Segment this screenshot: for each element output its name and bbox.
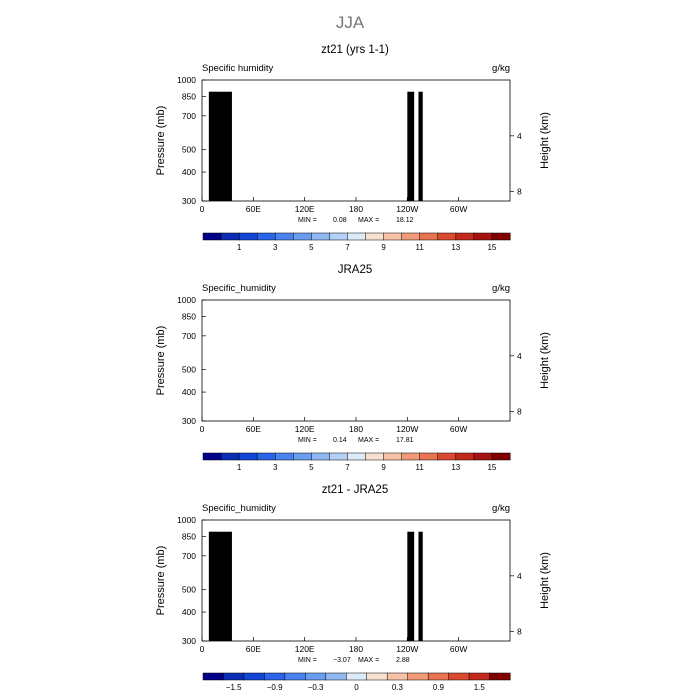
colorbar-label: 7 (345, 243, 350, 252)
colorbar-swatch (437, 232, 457, 241)
colorbar: 1 3 5 7 9 11 13 15 (202, 232, 511, 252)
y-right-axis-label: Height (km) (539, 112, 551, 169)
colorbar-label: 9 (381, 243, 386, 252)
colorbar-swatch (202, 232, 222, 241)
colorbar-label: 13 (451, 243, 460, 252)
max-value: 18.12 (396, 217, 414, 224)
colorbar-swatch (401, 232, 421, 241)
y-tick-label: 1000 (177, 75, 196, 85)
colorbar-label: 1 (237, 243, 242, 252)
subtitle-right: g/kg (492, 283, 510, 294)
x-tick-label: 120E (295, 204, 315, 214)
colorbar-swatch (311, 232, 330, 241)
colorbar-swatch (329, 232, 349, 241)
colorbar-swatch (473, 232, 493, 241)
subtitle-right: g/kg (492, 63, 510, 74)
colorbar-swatch (419, 232, 439, 241)
x-tick-label: 0 (200, 204, 205, 214)
figure-title: JJA (336, 13, 365, 32)
colorbar-label: 11 (416, 243, 425, 252)
colorbar-swatch (293, 232, 312, 241)
panel-title: JRA25 (338, 264, 373, 276)
subtitle-left: Specific_humidity (202, 283, 276, 294)
x-tick-label: 120W (396, 204, 418, 214)
colorbar-swatch (455, 232, 475, 241)
colorbar-swatch (365, 232, 385, 241)
colorbar-label: 15 (487, 243, 496, 252)
y-tick-label: 500 (182, 145, 196, 155)
plot-frame (201, 79, 511, 202)
y-right-tick-label: 4 (517, 131, 522, 141)
y-tick-label: 700 (182, 111, 196, 121)
y-tick-label: 300 (182, 196, 196, 206)
subtitle-left: Specific humidity (202, 63, 274, 74)
colorbar-swatch (491, 232, 511, 241)
colorbar-label: 3 (273, 243, 278, 252)
colorbar-swatch (220, 232, 240, 241)
topography-block (223, 96, 228, 201)
colorbar-label: 5 (309, 243, 314, 252)
y-right-tick-label: 8 (517, 187, 522, 197)
y-axis-label: Pressure (mb) (155, 106, 167, 176)
min-label: MIN = (298, 217, 317, 224)
y-tick-label: 850 (182, 91, 196, 101)
x-tick-label: 180 (349, 204, 363, 214)
colorbar-swatch (347, 232, 367, 241)
colorbar-swatch (256, 232, 276, 241)
topography-block (418, 91, 423, 201)
chart-panel-1: zt21 (yrs 1-1) Specific humidity g/kg 0 60E 1… (155, 44, 551, 252)
max-label: MAX = (358, 217, 379, 224)
colorbar-swatch (383, 232, 403, 241)
colorbar-swatch (274, 232, 294, 241)
colorbar-swatch (238, 232, 258, 241)
min-value: 0.08 (333, 217, 347, 224)
x-tick-label: 60E (246, 204, 261, 214)
x-tick-label: 60W (450, 204, 467, 214)
panel-title: zt21 (yrs 1-1) (321, 44, 389, 56)
topography-block (208, 91, 232, 201)
topography-block (407, 91, 415, 201)
y-tick-label: 400 (182, 167, 196, 177)
